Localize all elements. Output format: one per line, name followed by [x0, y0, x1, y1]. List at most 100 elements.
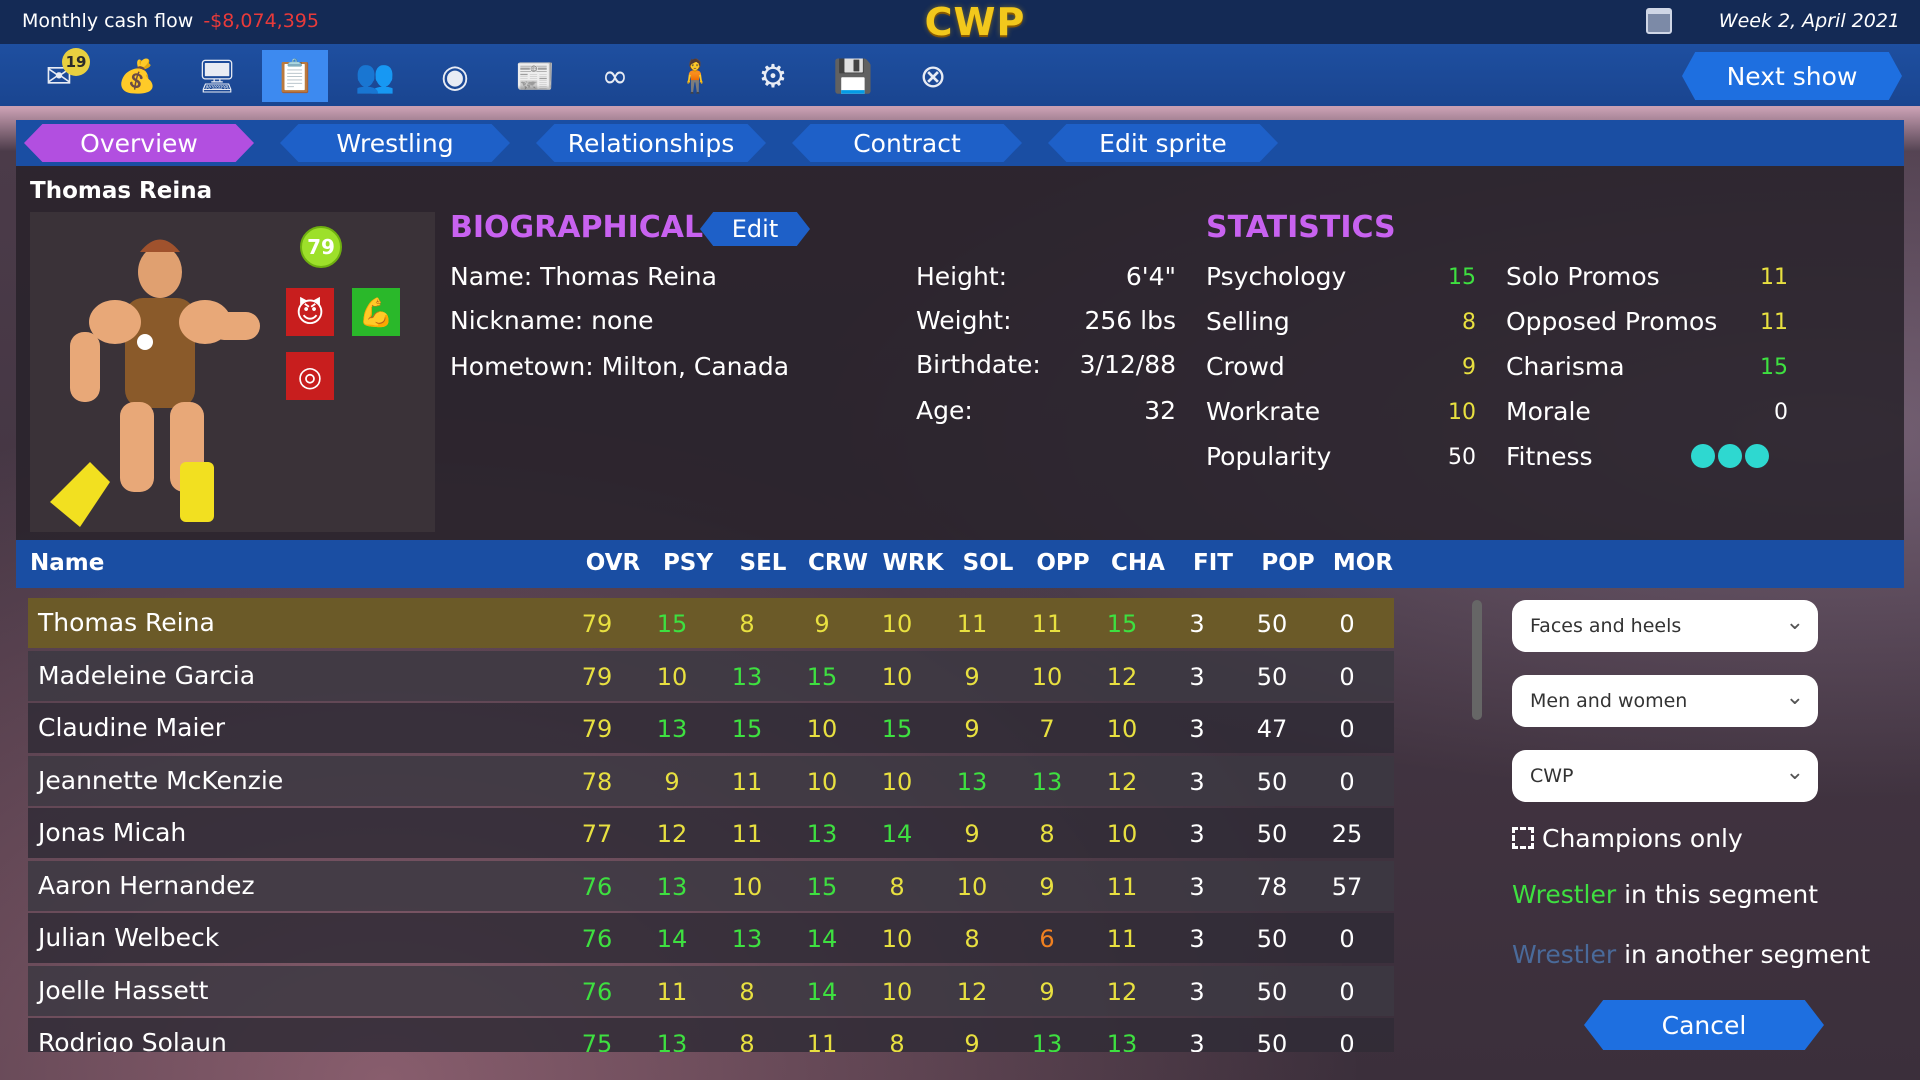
row-cell-mor: 0 [1339, 767, 1355, 796]
cancel-button[interactable]: Cancel [1584, 1000, 1824, 1050]
row-cell-sol: 9 [964, 820, 980, 848]
age-label: Age: [916, 396, 973, 425]
legend-another-segment: Wrestler in another segment [1512, 940, 1870, 969]
fitness-bolt-icon [1745, 444, 1769, 468]
row-cell-pop: 78 [1256, 872, 1288, 901]
row-cell-opp: 8 [1039, 820, 1055, 848]
main-toolbar: ✉ 19 💰 🖥 📋 👥 ◉ 📰 ∞ 🧍 ⚙ 💾 ⊗ Next show [0, 44, 1920, 106]
stat-label: Selling [1206, 307, 1290, 336]
edit-bio-button[interactable]: Edit [700, 212, 810, 246]
table-row[interactable]: Madeleine Garcia 79 10 13 15 10 9 10 12 3 50 0 [28, 650, 1394, 701]
checkbox-icon[interactable] [1512, 827, 1534, 849]
row-cell-crw: 14 [806, 977, 838, 1006]
row-wrestler-name: Aaron Hernandez [38, 870, 255, 900]
stat-value: 9 [1462, 355, 1476, 380]
row-cell-pop: 50 [1256, 820, 1288, 848]
row-cell-crw: 11 [806, 1030, 838, 1052]
row-cell-ovr: 75 [581, 1030, 613, 1052]
table-row[interactable]: Jonas Micah 77 12 11 13 14 9 8 10 3 50 25 [28, 808, 1394, 858]
col-psy[interactable]: PSY [662, 550, 714, 576]
wrestler-portrait: 79 😈 💪 ◎ [30, 212, 435, 532]
table-row[interactable]: Aaron Hernandez 76 13 10 15 8 10 9 11 3 78 57 [28, 860, 1394, 911]
wrestler-name: Thomas Reina [30, 178, 213, 204]
tab-relationships[interactable]: Relationships [536, 124, 766, 162]
row-cell-psy: 13 [656, 1030, 688, 1052]
stat-label: Opposed Promos [1506, 307, 1718, 336]
row-cell-cha: 11 [1106, 925, 1138, 953]
row-cell-pop: 50 [1256, 925, 1288, 953]
roster-clipboard-icon[interactable]: 📋 [262, 50, 328, 102]
col-cha[interactable]: CHA [1111, 550, 1165, 576]
row-cell-wrk: 8 [889, 872, 905, 901]
row-cell-sel: 10 [731, 872, 763, 901]
current-date: Week 2, April 2021 [1718, 10, 1900, 32]
table-row[interactable]: Rodrigo Solaun 75 13 8 11 8 9 13 13 3 50 0 [28, 1018, 1394, 1052]
promotion-dropdown[interactable]: CWP ⌄ [1512, 750, 1818, 802]
gear-icon[interactable]: ⚙ [758, 57, 788, 95]
row-cell-pop: 50 [1256, 610, 1288, 638]
row-cell-crw: 10 [806, 715, 838, 743]
col-sel[interactable]: SEL [739, 550, 787, 576]
filter-panel: Faces and heels ⌄ Men and women ⌄ CWP ⌄ Cha… [1480, 598, 1900, 1052]
row-cell-ovr: 76 [581, 977, 613, 1006]
finance-icon[interactable]: 💰 [117, 57, 157, 95]
tab-overview[interactable]: Overview [24, 124, 254, 162]
row-cell-opp: 10 [1031, 662, 1063, 691]
tab-contract[interactable]: Contract [792, 124, 1022, 162]
champions-only-toggle[interactable]: Champions only [1512, 824, 1743, 853]
news-icon[interactable]: 📰 [515, 57, 555, 95]
table-row[interactable]: Jeannette McKenzie 78 9 11 10 10 13 13 12 3 50 0 [28, 755, 1394, 806]
row-cell-wrk: 10 [881, 977, 913, 1006]
gender-dropdown[interactable]: Men and women ⌄ [1512, 675, 1818, 727]
row-cell-ovr: 76 [581, 925, 613, 953]
table-row[interactable]: Joelle Hassett 76 11 8 14 10 12 9 12 3 50 0 [28, 965, 1394, 1016]
col-wrk[interactable]: WRK [882, 550, 944, 576]
next-show-button[interactable]: Next show [1682, 52, 1902, 100]
roster-table-header: Name OVR PSY SEL CRW WRK SOL OPP CHA FIT… [16, 540, 1904, 588]
col-crw[interactable]: CRW [808, 550, 868, 576]
stat-value: 0 [1774, 400, 1788, 425]
row-cell-fit: 3 [1189, 977, 1205, 1006]
monthly-cash-flow: Monthly cash flow -$8,074,395 [22, 10, 319, 32]
col-ovr[interactable]: OVR [585, 550, 641, 576]
strength-arm-icon: 💪 [352, 288, 400, 336]
row-cell-fit: 3 [1189, 820, 1205, 848]
row-cell-crw: 14 [806, 925, 838, 953]
row-wrestler-name: Joelle Hassett [38, 975, 209, 1005]
row-cell-opp: 9 [1039, 872, 1055, 901]
table-row[interactable]: Thomas Reina 79 15 8 9 10 11 11 15 3 50 0 [28, 598, 1394, 648]
stat-label: Workrate [1206, 397, 1321, 426]
row-cell-ovr: 79 [581, 610, 613, 638]
row-cell-opp: 13 [1031, 767, 1063, 796]
col-mor[interactable]: MOR [1332, 550, 1394, 576]
championship-belt-icon[interactable]: ◉ [441, 57, 469, 95]
legend-another-segment-highlight: Wrestler [1512, 940, 1617, 969]
monitor-icon[interactable]: 🖥 [196, 57, 238, 95]
statistics-title: STATISTICS [1206, 210, 1396, 245]
tab-edit-sprite[interactable]: Edit sprite [1048, 124, 1278, 162]
bio-nickname: Nickname: none [450, 306, 654, 335]
row-wrestler-name: Rodrigo Solaun [38, 1028, 227, 1052]
staff-group-icon[interactable]: 👥 [355, 57, 395, 95]
table-row[interactable]: Claudine Maier 79 13 15 10 15 9 7 10 3 47 0 [28, 703, 1394, 753]
table-row[interactable]: Julian Welbeck 76 14 13 14 10 8 6 11 3 50 0 [28, 913, 1394, 963]
col-pop[interactable]: POP [1261, 550, 1315, 576]
close-icon[interactable]: ⊗ [919, 57, 947, 95]
trainer-icon[interactable]: 🧍 [675, 57, 715, 95]
col-fit[interactable]: FIT [1193, 550, 1233, 576]
tab-wrestling[interactable]: Wrestling [280, 124, 510, 162]
table-scrollbar[interactable] [1472, 600, 1482, 720]
height-label: Height: [916, 262, 1008, 291]
row-cell-cha: 12 [1106, 977, 1138, 1006]
col-name[interactable]: Name [30, 550, 105, 576]
row-cell-ovr: 78 [581, 767, 613, 796]
stat-value: 11 [1760, 310, 1788, 335]
row-cell-psy: 10 [656, 662, 688, 691]
col-opp[interactable]: OPP [1036, 550, 1090, 576]
mail-icon[interactable]: ✉ 19 [26, 48, 92, 102]
save-icon[interactable]: 💾 [833, 57, 873, 95]
faction-dropdown[interactable]: Faces and heels ⌄ [1512, 600, 1818, 652]
scouting-binoculars-icon[interactable]: ∞ [601, 57, 629, 95]
row-cell-sol: 9 [964, 715, 980, 743]
col-sol[interactable]: SOL [962, 550, 1014, 576]
